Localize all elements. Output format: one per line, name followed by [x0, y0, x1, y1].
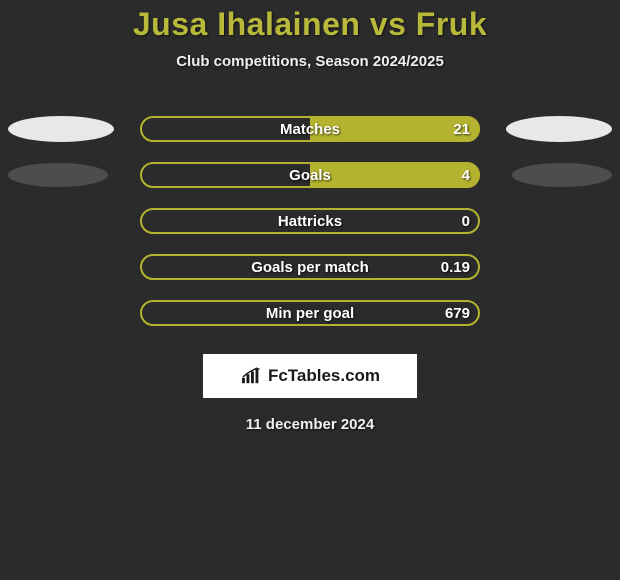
stat-pill: Matches21 — [140, 116, 480, 142]
stat-value-right: 21 — [453, 116, 470, 142]
player-ellipse-left — [8, 116, 114, 142]
stat-row: Min per goal679 — [0, 290, 620, 336]
stats-area: Matches21 Goals4 Hattricks0 Goals per match… — [0, 106, 620, 336]
stat-value-right: 679 — [445, 300, 470, 326]
stat-row: Hattricks0 — [0, 198, 620, 244]
stat-row: Matches21 — [0, 106, 620, 152]
stat-value-right: 0 — [462, 208, 470, 234]
stat-pill: Hattricks0 — [140, 208, 480, 234]
brand-badge: FcTables.com — [203, 354, 417, 398]
stat-row: Goals4 — [0, 152, 620, 198]
date-label: 11 december 2024 — [0, 416, 620, 433]
player-ellipse-right — [506, 116, 612, 142]
page-title: Jusa Ihalainen vs Fruk — [0, 6, 620, 43]
stat-label: Hattricks — [140, 208, 480, 234]
page-subtitle: Club competitions, Season 2024/2025 — [0, 53, 620, 70]
player-ellipse-left — [8, 163, 108, 187]
stat-label: Matches — [140, 116, 480, 142]
stat-label: Min per goal — [140, 300, 480, 326]
stat-label: Goals per match — [140, 254, 480, 280]
stat-value-right: 4 — [462, 162, 470, 188]
stat-pill: Min per goal679 — [140, 300, 480, 326]
stat-row: Goals per match0.19 — [0, 244, 620, 290]
brand-text: FcTables.com — [268, 366, 380, 386]
player-ellipse-right — [512, 163, 612, 187]
chart-icon — [240, 367, 262, 385]
stat-value-right: 0.19 — [441, 254, 470, 280]
stat-pill: Goals4 — [140, 162, 480, 188]
stat-label: Goals — [140, 162, 480, 188]
comparison-infographic: Jusa Ihalainen vs Fruk Club competitions… — [0, 0, 620, 580]
stat-pill: Goals per match0.19 — [140, 254, 480, 280]
